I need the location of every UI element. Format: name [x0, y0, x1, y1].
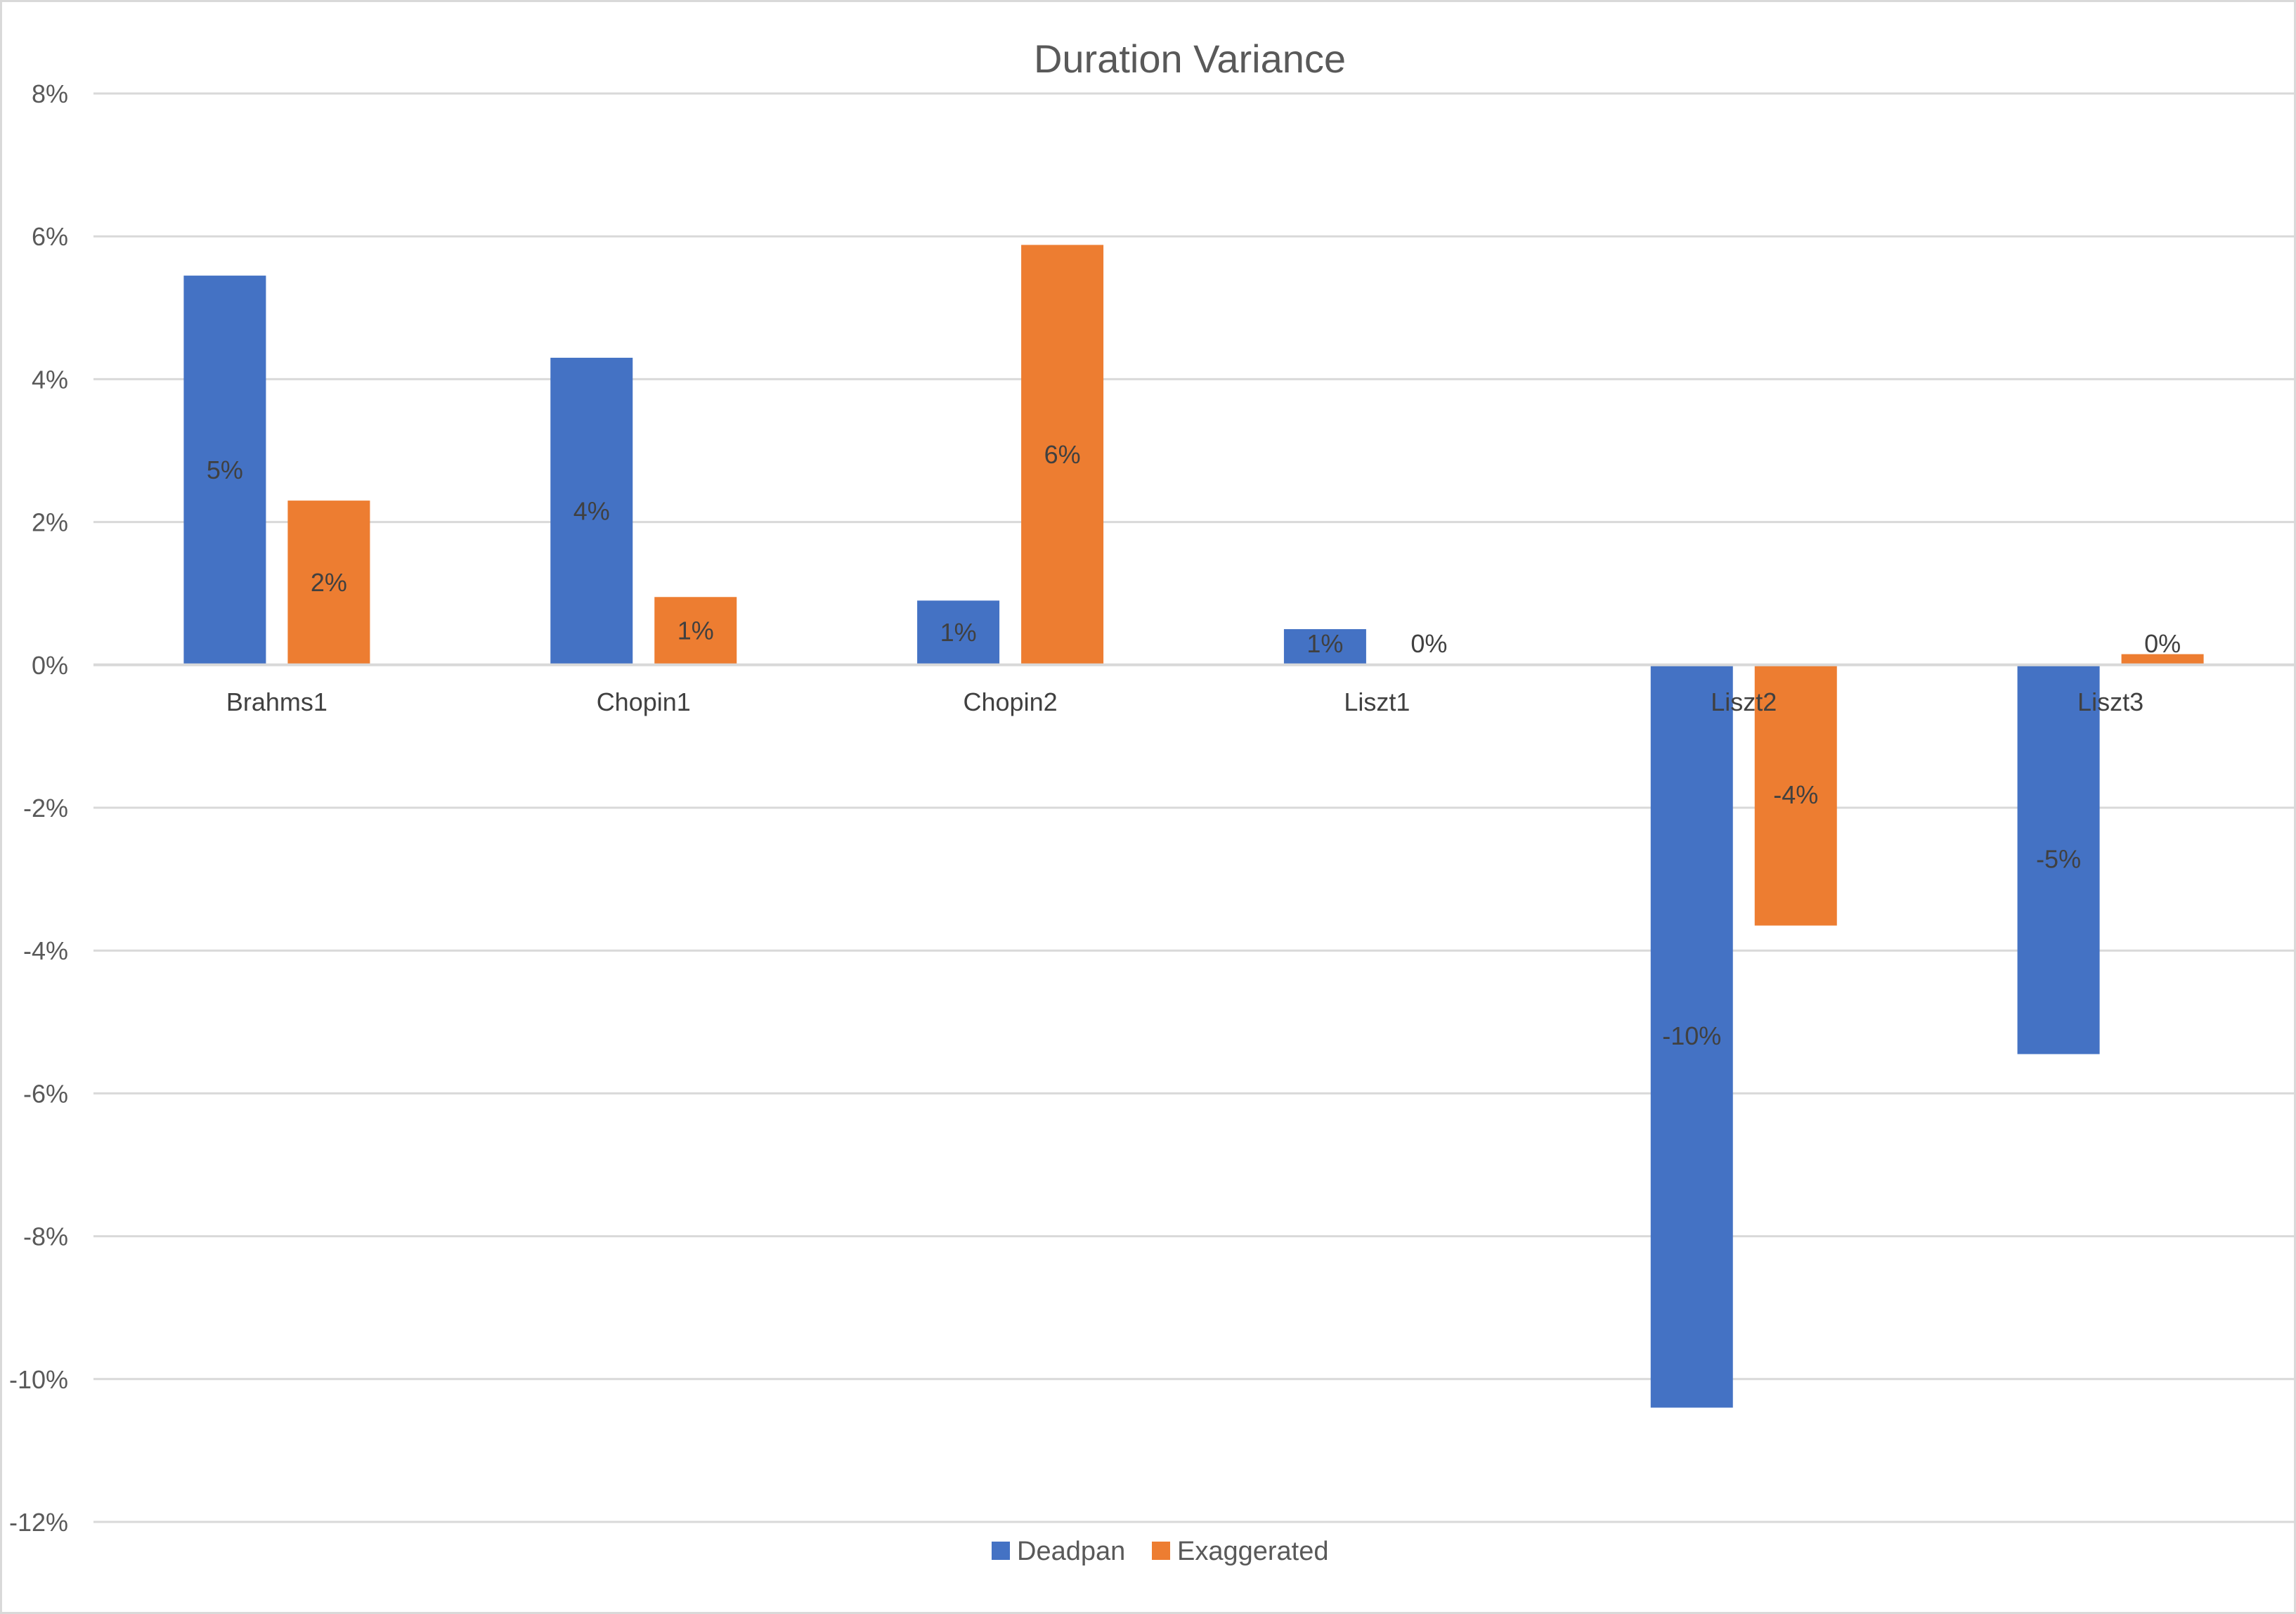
chart-title: Duration Variance [1034, 37, 1346, 81]
legend-swatch-exaggerated [1152, 1542, 1170, 1560]
legend: Deadpan Exaggerated [992, 1537, 1329, 1566]
y-tick-label: 4% [32, 365, 68, 394]
category-label-liszt1: Liszt1 [1344, 687, 1410, 716]
y-tick-label: 0% [32, 651, 68, 680]
y-tick-label: 6% [32, 222, 68, 251]
y-tick-label: 8% [32, 79, 68, 108]
bar-exaggerated-chopin2 [1021, 245, 1104, 665]
bar-exaggerated-liszt2 [1754, 664, 1837, 926]
bar-deadpan-liszt3 [2017, 664, 2100, 1054]
y-tick-label: -12% [9, 1508, 68, 1537]
y-tick-label: -8% [23, 1222, 68, 1251]
y-axis-ticks: 8% 6% 4% 2% 0% -2% -4% -6% -8% -10% -12% [9, 79, 68, 1537]
data-label-deadpan-brahms1: 5% [207, 456, 243, 484]
bar-deadpan-chopin1 [550, 357, 633, 665]
data-label-deadpan-liszt3: -5% [2036, 845, 2081, 874]
gridlines [93, 92, 2294, 1523]
data-label-deadpan-liszt2: -10% [1662, 1021, 1721, 1050]
bar-deadpan-liszt1 [1283, 629, 1366, 665]
data-label-exaggerated-brahms1: 2% [311, 568, 347, 597]
bar-exaggerated-chopin1 [654, 597, 737, 665]
legend-swatch-deadpan [992, 1542, 1010, 1560]
y-tick-label: -4% [23, 936, 68, 965]
y-tick-label: -10% [9, 1365, 68, 1394]
data-label-exaggerated-liszt1: 0% [1410, 629, 1447, 658]
data-label-exaggerated-chopin2: 6% [1044, 440, 1081, 469]
legend-label-exaggerated: Exaggerated [1177, 1537, 1329, 1566]
bar-exaggerated-liszt3 [2121, 654, 2204, 665]
bars [183, 245, 2204, 1408]
category-labels: Brahms1 Chopin1 Chopin2 Liszt1 Liszt2 Liszt3 [226, 687, 2143, 716]
y-tick-label: -2% [23, 794, 68, 822]
category-label-brahms1: Brahms1 [226, 687, 327, 716]
category-label-liszt2: Liszt2 [1711, 687, 1777, 716]
data-label-exaggerated-liszt2: -4% [1773, 780, 1818, 809]
legend-label-deadpan: Deadpan [1017, 1537, 1125, 1566]
category-label-chopin1: Chopin1 [597, 687, 691, 716]
bar-deadpan-chopin2 [917, 600, 1000, 665]
data-label-exaggerated-liszt3: 0% [2144, 629, 2181, 658]
y-tick-label: -6% [23, 1079, 68, 1108]
bar-exaggerated-brahms1 [287, 501, 370, 665]
y-tick-label: 2% [32, 508, 68, 537]
category-label-chopin2: Chopin2 [964, 687, 1058, 716]
data-label-deadpan-liszt1: 1% [1306, 629, 1343, 658]
category-label-liszt3: Liszt3 [2077, 687, 2143, 716]
data-label-deadpan-chopin1: 4% [573, 496, 610, 525]
bar-deadpan-liszt2 [1650, 664, 1733, 1408]
data-label-exaggerated-chopin1: 1% [677, 616, 714, 645]
data-labels: 5% 2% 4% 1% 1% 6% 1% 0% -10% -4% -5% 0% [207, 440, 2181, 1050]
bar-deadpan-brahms1 [183, 276, 266, 665]
data-label-deadpan-chopin2: 1% [940, 618, 977, 647]
